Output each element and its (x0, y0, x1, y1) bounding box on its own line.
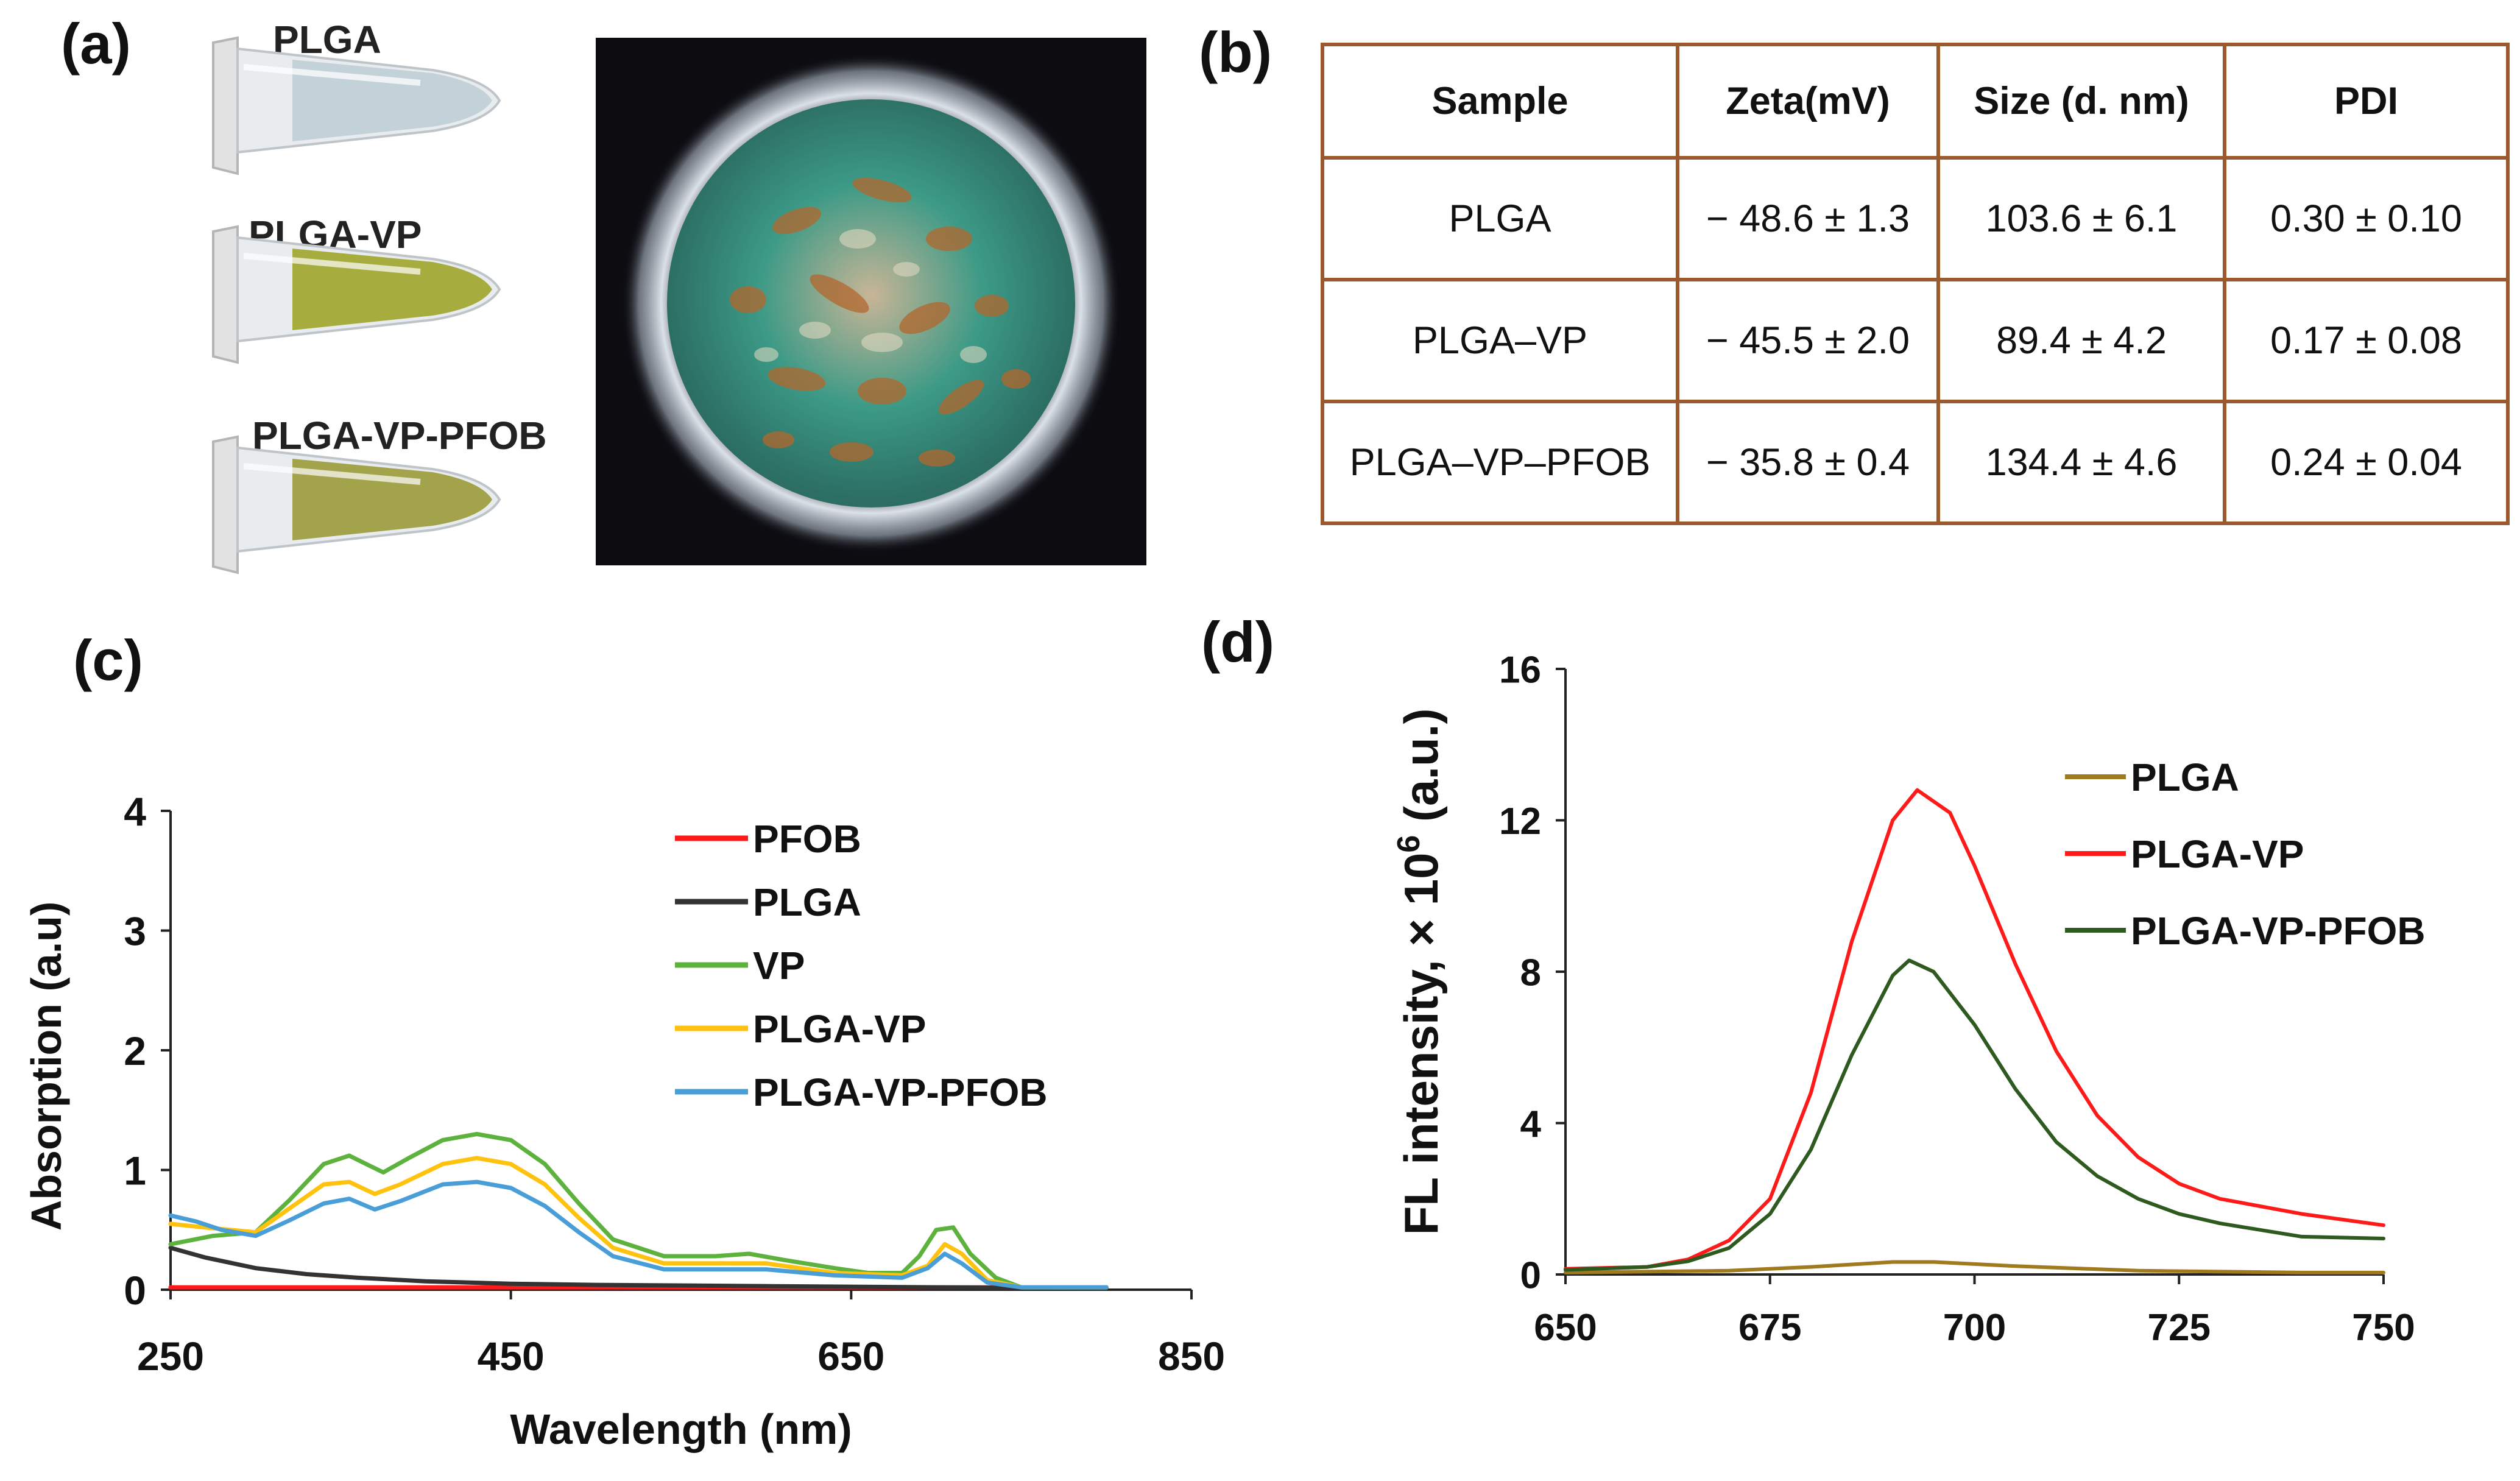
cell-size: 134.4 ± 4.6 (1936, 400, 2226, 525)
x-tick-label: 725 (2148, 1307, 2211, 1349)
y-tick-label: 1 (124, 1148, 146, 1193)
legend-label-vp: VP (753, 944, 805, 988)
properties-table: Sample Zeta(mV) Size (d. nm) PDI PLGA − … (1321, 43, 2510, 525)
series-line-vp (168, 1132, 1109, 1290)
table-header-row: Sample Zeta(mV) Size (d. nm) PDI (1321, 43, 2510, 160)
y-tick-label: 0 (124, 1268, 146, 1313)
header-sample: Sample (1321, 43, 1679, 160)
x-tick-label: 850 (1158, 1334, 1225, 1379)
legend-label-plga: PLGA (753, 880, 861, 924)
tube-liquid-plga (292, 60, 492, 141)
x-axis-title: Wavelength (nm) (510, 1405, 852, 1453)
y-tick-label: 4 (1520, 1103, 1542, 1145)
tube-plga-vp (212, 225, 501, 364)
legend-label-plga-vp-pfob: PLGA-VP-PFOB (2131, 909, 2426, 953)
y-tick-label: 0 (1520, 1254, 1541, 1296)
series-line-plga-vp-pfob (1564, 958, 2385, 1272)
header-pdi: PDI (2223, 43, 2510, 160)
panel-label-a: (a) (61, 12, 131, 76)
tube-liquid-plga-vp-pfob (292, 459, 492, 540)
x-tick-label: 450 (478, 1334, 545, 1379)
y-tick-label: 3 (124, 908, 146, 953)
cell-zeta: − 48.6 ± 1.3 (1676, 156, 1940, 281)
panel-label-c: (c) (73, 628, 143, 692)
table-row: PLGA − 48.6 ± 1.3 103.6 ± 6.1 0.30 ± 0.1… (1321, 156, 2510, 281)
legend-label-pfob: PFOB (753, 817, 861, 861)
y-tick-label: 16 (1499, 649, 1541, 691)
cell-zeta: − 45.5 ± 2.0 (1676, 278, 1940, 403)
cell-sample: PLGA (1321, 156, 1679, 281)
y-axis-title-exponent: 6 (1391, 835, 1427, 853)
x-tick-label: 650 (1534, 1307, 1597, 1349)
series-line-plga-vp-pfob (168, 1179, 1109, 1290)
legend-label-plga-vp: PLGA-VP (2131, 832, 2304, 876)
tube-plga-vp-pfob (212, 435, 501, 574)
tube-plga (212, 36, 501, 175)
y-tick-label: 12 (1499, 801, 1541, 843)
cell-sample: PLGA–VP–PFOB (1321, 400, 1679, 525)
table-row: PLGA–VP − 45.5 ± 2.0 89.4 ± 4.2 0.17 ± 0… (1321, 278, 2510, 403)
cell-pdi: 0.17 ± 0.08 (2223, 278, 2510, 403)
tube-liquid-plga-vp (292, 249, 492, 330)
cell-sample: PLGA–VP (1321, 278, 1679, 403)
panel-label-d: (d) (1201, 610, 1275, 674)
series-line-plga-vp (168, 1156, 1109, 1290)
x-tick-label: 675 (1738, 1307, 1801, 1349)
y-tick-label: 4 (124, 789, 146, 834)
tube-label-plga-vp-pfob: PLGA-VP-PFOB (252, 414, 547, 458)
x-tick-label: 750 (2352, 1307, 2415, 1349)
table-row: PLGA–VP–PFOB − 35.8 ± 0.4 134.4 ± 4.6 0.… (1321, 400, 2510, 525)
series-line-plga-vp (1564, 788, 2385, 1271)
cell-size: 103.6 ± 6.1 (1936, 156, 2226, 281)
cell-pdi: 0.30 ± 0.10 (2223, 156, 2510, 281)
y-tick-label: 8 (1520, 952, 1541, 994)
cell-zeta: − 35.8 ± 0.4 (1676, 400, 1940, 525)
series-line-plga (1564, 1260, 2385, 1274)
legend-label-plga: PLGA (2131, 755, 2239, 799)
fluorescence-chart: 650 675 700 725 750 0 4 8 12 16 PLGA PLGA-VP PLGA-VP… (1391, 649, 2426, 1349)
cell-pdi: 0.24 ± 0.04 (2223, 400, 2510, 525)
nanoparticle-illustration (596, 38, 1146, 565)
absorption-chart: 250 450 650 850 0 1 2 3 4 PFOB PLGA VP PLGA-VP PLGA-V… (23, 789, 1225, 1453)
panel-label-b: (b) (1199, 20, 1272, 84)
x-tick-label: 700 (1943, 1307, 2006, 1349)
series-line-plga (168, 1245, 1109, 1291)
y-axis-title: Absorption (a.u) (23, 902, 70, 1231)
y-tick-label: 2 (124, 1028, 146, 1073)
header-zeta: Zeta(mV) (1676, 43, 1940, 160)
x-tick-label: 650 (817, 1334, 884, 1379)
y-axis-title-main: FL intensity, × 10 (1394, 853, 1448, 1235)
x-tick-label: 250 (137, 1334, 204, 1379)
header-size: Size (d. nm) (1936, 43, 2226, 160)
legend-label-plga-vp: PLGA-VP (753, 1007, 926, 1051)
cell-size: 89.4 ± 4.2 (1936, 278, 2226, 403)
y-axis-title-unit: (a.u.) (1394, 709, 1448, 835)
legend-label-plga-vp-pfob: PLGA-VP-PFOB (753, 1070, 1048, 1114)
y-axis-title: FL intensity, × 106 (a.u.) (1391, 709, 1448, 1235)
